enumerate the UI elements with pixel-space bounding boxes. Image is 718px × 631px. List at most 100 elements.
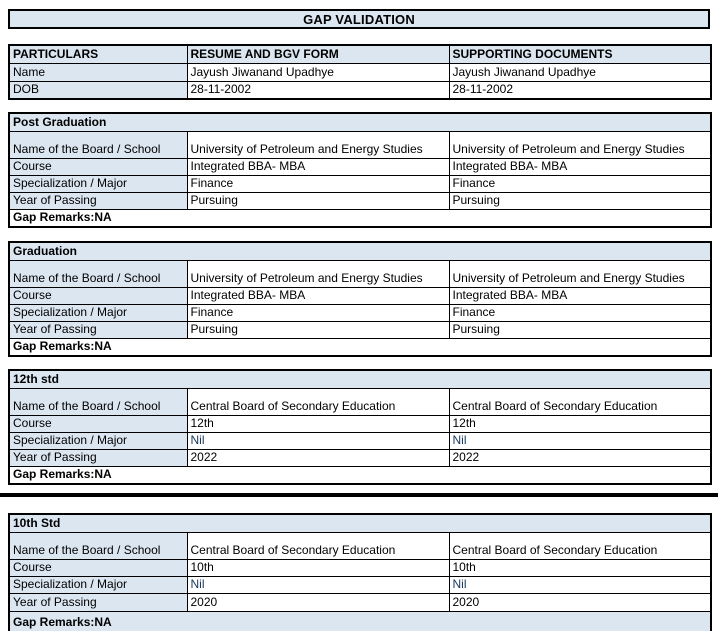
cell-specialization-supporting: Nil [448,431,712,450]
row-label-year: Year of Passing [8,320,188,339]
row-label-name: Name [8,62,188,82]
row-label-board: Name of the Board / School [8,130,188,159]
cell-board-supporting: University of Petroleum and Energy Studi… [448,130,712,159]
section-title: Post Graduation [8,112,712,132]
section-title: 10th Std [8,513,712,533]
cell-course-supporting: 12th [448,414,712,433]
cell-specialization-supporting: Finance [448,303,712,322]
table-row: Year of Passing 2020 2020 [8,592,712,612]
row-label-course: Course [8,558,188,577]
cell-specialization-supporting: Nil [448,575,712,594]
cell-board-resume: Central Board of Secondary Education [186,387,450,416]
cell-year-resume: Pursuing [186,191,450,210]
cell-board-resume: University of Petroleum and Energy Studi… [186,130,450,159]
gap-remarks: Gap Remarks:NA [8,465,712,485]
section-table-12th-std: 12th std Name of the Board / School Cent… [8,369,713,485]
cell-course-supporting: Integrated BBA- MBA [448,286,712,305]
page-title: GAP VALIDATION [8,9,710,29]
table-row: Name of the Board / School University of… [8,259,712,288]
column-header-resume: RESUME AND BGV FORM [186,44,450,64]
row-label-year: Year of Passing [8,592,188,612]
table-row: Name Jayush Jiwanand Upadhye Jayush Jiwa… [8,62,712,82]
cell-dob-resume: 28-11-2002 [186,80,450,100]
cell-board-resume: University of Petroleum and Energy Studi… [186,259,450,288]
cell-specialization-resume: Finance [186,174,450,193]
cell-specialization-resume: Finance [186,303,450,322]
cell-dob-supporting: 28-11-2002 [448,80,712,100]
gap-remarks: Gap Remarks:NA [8,337,712,357]
cell-name-supporting: Jayush Jiwanand Upadhye [448,62,712,82]
cell-specialization-supporting: Finance [448,174,712,193]
personal-info-table: PARTICULARS RESUME AND BGV FORM SUPPORTI… [8,44,712,100]
row-label-specialization: Specialization / Major [8,431,188,450]
cell-course-supporting: Integrated BBA- MBA [448,157,712,176]
cell-year-supporting: Pursuing [448,320,712,339]
table-row: Year of Passing 2022 2022 [8,448,712,467]
table-row: Name of the Board / School Central Board… [8,387,712,416]
cell-board-supporting: Central Board of Secondary Education [448,387,712,416]
row-label-board: Name of the Board / School [8,387,188,416]
section-title: Graduation [8,241,712,261]
cell-course-supporting: 10th [448,558,712,577]
table-row: Year of Passing Pursuing Pursuing [8,320,712,339]
section-header-row: Post Graduation [8,112,712,132]
cell-board-supporting: Central Board of Secondary Education [448,531,712,560]
cell-year-resume: Pursuing [186,320,450,339]
cell-year-supporting: 2022 [448,448,712,467]
gap-remarks: Gap Remarks:NA [8,208,712,228]
cell-board-resume: Central Board of Secondary Education [186,531,450,560]
table-row: Specialization / Major Nil Nil [8,575,712,594]
row-label-course: Course [8,414,188,433]
column-header-particulars: PARTICULARS [8,44,188,64]
cell-course-resume: Integrated BBA- MBA [186,157,450,176]
gap-remarks: Gap Remarks:NA [8,610,712,631]
row-label-specialization: Specialization / Major [8,303,188,322]
cell-board-supporting: University of Petroleum and Energy Studi… [448,259,712,288]
cell-course-resume: Integrated BBA- MBA [186,286,450,305]
row-label-year: Year of Passing [8,191,188,210]
cell-specialization-resume: Nil [186,431,450,450]
table-row: Specialization / Major Nil Nil [8,431,712,450]
table-row: Year of Passing Pursuing Pursuing [8,191,712,210]
row-label-year: Year of Passing [8,448,188,467]
section-header-row: 12th std [8,369,712,389]
row-label-dob: DOB [8,80,188,100]
gap-remarks-row: Gap Remarks:NA [8,337,712,357]
table-row: Name of the Board / School University of… [8,130,712,159]
section-header-row: 10th Std [8,513,712,533]
section-table-graduation: Graduation Name of the Board / School Un… [8,241,713,357]
row-label-specialization: Specialization / Major [8,575,188,594]
row-label-course: Course [8,157,188,176]
table-row: Specialization / Major Finance Finance [8,174,712,193]
gap-remarks-row: Gap Remarks:NA [8,208,712,228]
row-label-board: Name of the Board / School [8,531,188,560]
section-table-post-graduation: Post Graduation Name of the Board / Scho… [8,112,712,228]
section-header-row: Graduation [8,241,712,261]
row-label-course: Course [8,286,188,305]
table-header-row: PARTICULARS RESUME AND BGV FORM SUPPORTI… [8,44,712,64]
row-label-specialization: Specialization / Major [8,174,188,193]
column-header-supporting: SUPPORTING DOCUMENTS [448,44,712,64]
cell-specialization-resume: Nil [186,575,450,594]
cell-name-resume: Jayush Jiwanand Upadhye [186,62,450,82]
table-row: Course Integrated BBA- MBA Integrated BB… [8,157,712,176]
section-table-10th-std: 10th Std Name of the Board / School Cent… [8,513,713,631]
cell-course-resume: 10th [186,558,450,577]
table-row: Course Integrated BBA- MBA Integrated BB… [8,286,712,305]
table-row: Course 12th 12th [8,414,712,433]
cell-year-supporting: 2020 [448,592,712,612]
section-divider-rule [0,493,718,497]
table-row: Name of the Board / School Central Board… [8,531,712,560]
gap-remarks-row: Gap Remarks:NA [8,465,712,485]
table-row: DOB 28-11-2002 28-11-2002 [8,80,712,100]
cell-course-resume: 12th [186,414,450,433]
cell-year-supporting: Pursuing [448,191,712,210]
section-title: 12th std [8,369,712,389]
cell-year-resume: 2020 [186,592,450,612]
table-row: Course 10th 10th [8,558,712,577]
gap-remarks-row: Gap Remarks:NA [8,610,712,631]
row-label-board: Name of the Board / School [8,259,188,288]
cell-year-resume: 2022 [186,448,450,467]
table-row: Specialization / Major Finance Finance [8,303,712,322]
